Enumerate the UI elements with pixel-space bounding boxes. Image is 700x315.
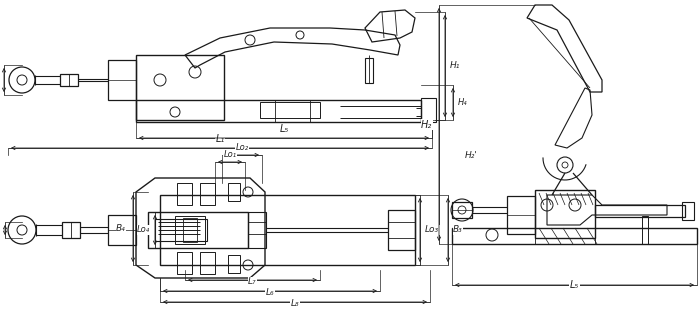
Text: Lo₁: Lo₁ xyxy=(223,150,237,159)
Bar xyxy=(136,55,224,120)
Bar xyxy=(388,210,415,250)
Bar xyxy=(535,190,595,238)
Text: L₇: L₇ xyxy=(248,277,257,286)
Text: L₁: L₁ xyxy=(216,134,225,144)
Bar xyxy=(642,216,648,244)
Bar xyxy=(200,252,215,274)
Text: L₆: L₆ xyxy=(266,288,274,297)
Bar xyxy=(175,216,205,244)
Bar xyxy=(108,60,136,100)
Bar xyxy=(155,219,207,241)
Bar xyxy=(260,102,320,118)
Bar xyxy=(177,252,192,274)
Bar xyxy=(62,222,80,238)
Bar xyxy=(507,196,535,234)
Text: B₃: B₃ xyxy=(453,226,463,234)
Bar xyxy=(595,205,685,217)
Bar xyxy=(228,255,240,273)
Bar xyxy=(365,58,373,83)
Text: L₈: L₈ xyxy=(290,299,300,308)
Bar xyxy=(228,183,240,201)
Bar xyxy=(248,212,266,248)
Text: H₂': H₂' xyxy=(465,151,478,159)
Bar xyxy=(160,195,415,265)
Bar xyxy=(200,183,215,205)
Bar xyxy=(452,228,697,244)
Text: L₅: L₅ xyxy=(279,124,288,134)
Bar xyxy=(148,212,248,248)
Bar xyxy=(682,202,694,220)
Text: L₅: L₅ xyxy=(570,280,579,290)
Bar xyxy=(452,202,472,218)
Text: Lo₂: Lo₂ xyxy=(235,143,248,152)
Bar xyxy=(60,74,78,86)
Text: H₄: H₄ xyxy=(458,98,468,107)
Bar xyxy=(183,218,197,242)
Text: B₄: B₄ xyxy=(116,224,126,233)
Text: Lo₃: Lo₃ xyxy=(425,226,439,234)
Bar xyxy=(136,100,421,122)
Bar xyxy=(421,98,436,122)
Text: H₂: H₂ xyxy=(421,119,433,129)
Text: H₁: H₁ xyxy=(450,61,461,71)
Bar xyxy=(108,215,136,245)
Text: Lo₄: Lo₄ xyxy=(137,226,150,234)
Bar xyxy=(177,183,192,205)
